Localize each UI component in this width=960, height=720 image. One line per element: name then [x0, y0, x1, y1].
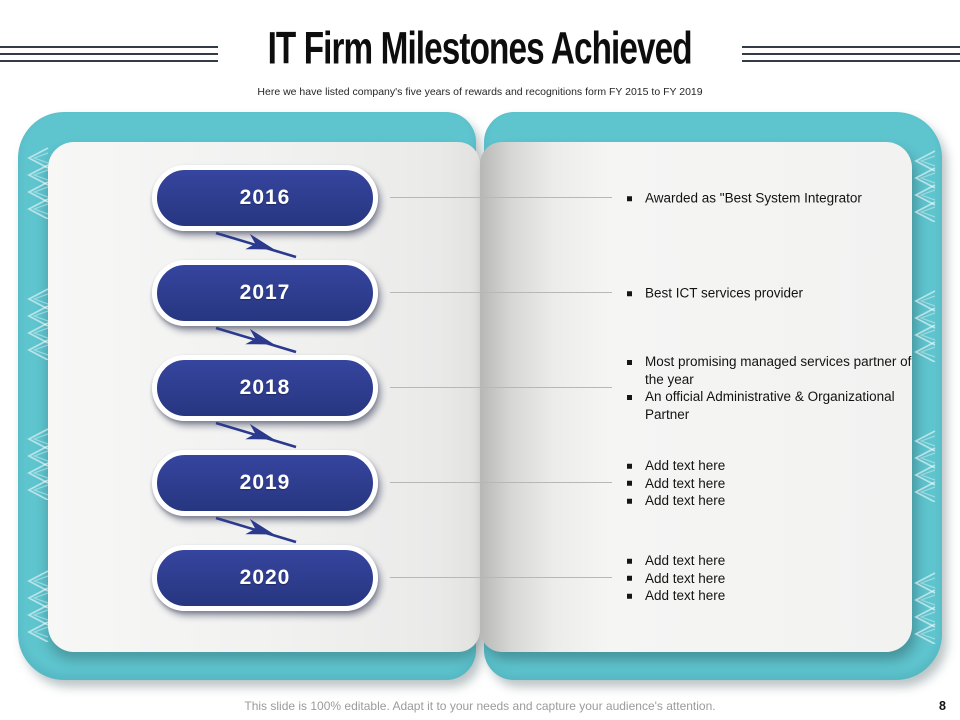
- next-year-arrow-icon: [215, 516, 297, 544]
- bullet-item: Add text here: [622, 492, 922, 510]
- bullet-item: Add text here: [622, 474, 922, 492]
- milestone-bullets[interactable]: Best ICT services provider: [622, 284, 922, 302]
- milestone-row: 2020 Add text here Add text here Add text …: [0, 530, 960, 626]
- chevron-pattern-icon: [914, 572, 936, 644]
- milestone-year-label: 2016: [239, 186, 291, 209]
- chevron-pattern-icon: [27, 570, 49, 642]
- chevron-pattern-icon: [914, 290, 936, 362]
- connector-line: [390, 197, 612, 198]
- milestone-year-label: 2020: [239, 566, 291, 589]
- chevron-pattern-icon: [914, 150, 936, 222]
- bullet-item: An official Administrative & Organizatio…: [622, 388, 922, 423]
- page-title-text: IT Firm Milestones Achieved: [267, 23, 693, 74]
- chevron-pattern-icon: [27, 288, 49, 360]
- footer-note: This slide is 100% editable. Adapt it to…: [244, 699, 716, 713]
- milestone-year-pill[interactable]: 2019: [152, 450, 378, 516]
- milestone-bullets[interactable]: Awarded as "Best System Integrator: [622, 189, 922, 207]
- book-page-right: [480, 142, 912, 652]
- milestone-year-pill[interactable]: 2020: [152, 545, 378, 611]
- bullet-item: Add text here: [622, 587, 922, 605]
- connector-line: [390, 387, 612, 388]
- milestone-row: 2016 Awarded as "Best System Integrator: [0, 150, 960, 246]
- next-year-arrow-icon: [215, 231, 297, 259]
- connector-line: [390, 292, 612, 293]
- title-deco-lines-left: [0, 46, 218, 67]
- milestone-bullets[interactable]: Add text here Add text here Add text here: [622, 552, 922, 605]
- milestone-year-pill[interactable]: 2018: [152, 355, 378, 421]
- page-number: 8: [939, 699, 946, 713]
- bullet-item: Add text here: [622, 552, 922, 570]
- bullet-item: Add text here: [622, 457, 922, 475]
- milestone-bullets[interactable]: Most promising managed services partner …: [622, 353, 922, 423]
- milestone-year-pill[interactable]: 2016: [152, 165, 378, 231]
- milestone-row: 2019 Add text here Add text here Add text …: [0, 435, 960, 531]
- bullet-item: Most promising managed services partner …: [622, 353, 922, 388]
- chevron-pattern-icon: [914, 430, 936, 502]
- page-title[interactable]: IT Firm Milestones Achieved: [0, 23, 960, 73]
- chevron-pattern-icon: [27, 147, 49, 219]
- milestone-year-pill[interactable]: 2017: [152, 260, 378, 326]
- milestone-year-label: 2018: [239, 376, 291, 399]
- slide-subtitle[interactable]: Here we have listed company's five years…: [257, 86, 703, 98]
- connector-line: [390, 482, 612, 483]
- bullet-item: Best ICT services provider: [622, 284, 922, 302]
- title-deco-lines-right: [742, 46, 960, 67]
- milestone-row: 2018 Most promising managed services par…: [0, 340, 960, 436]
- bullet-item: Add text here: [622, 569, 922, 587]
- milestone-year-label: 2017: [239, 281, 291, 304]
- connector-line: [390, 577, 612, 578]
- chevron-pattern-icon: [27, 428, 49, 500]
- next-year-arrow-icon: [215, 421, 297, 449]
- next-year-arrow-icon: [215, 326, 297, 354]
- milestone-row: 2017 Best ICT services provider: [0, 245, 960, 341]
- bullet-item: Awarded as "Best System Integrator: [622, 189, 922, 207]
- milestone-year-label: 2019: [239, 471, 291, 494]
- milestone-bullets[interactable]: Add text here Add text here Add text here: [622, 457, 922, 510]
